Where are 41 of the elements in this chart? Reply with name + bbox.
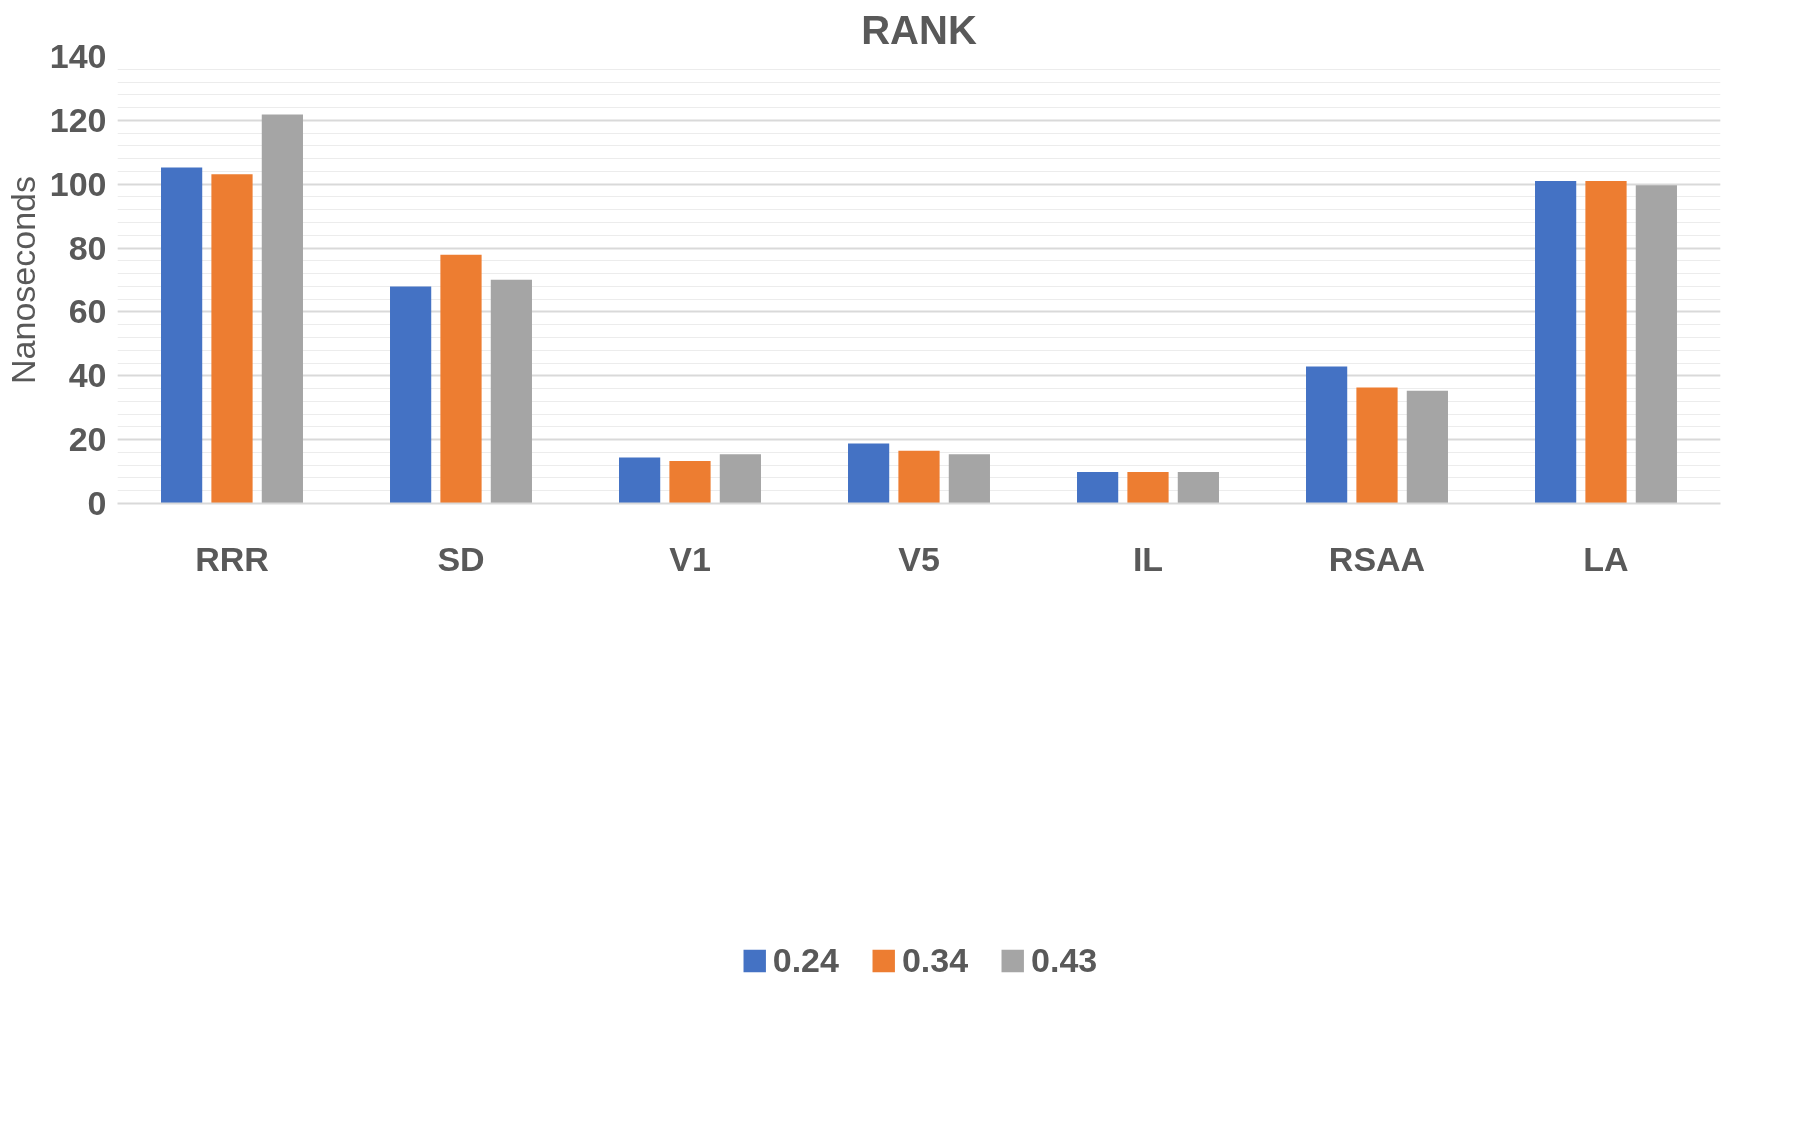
chart-title: RANK (861, 7, 977, 52)
bar (1356, 387, 1398, 504)
bar (390, 286, 432, 504)
bar (1077, 471, 1119, 504)
y-tick-label: 100 (49, 164, 107, 203)
x-tick-label: V5 (898, 539, 940, 578)
bar (719, 454, 761, 504)
x-tick-label: RRR (195, 539, 269, 578)
bar (440, 254, 482, 504)
y-tick-label: 0 (87, 484, 107, 522)
x-tick-label: V1 (669, 539, 711, 578)
legend-label: 0.43 (1031, 940, 1098, 980)
bar (1535, 181, 1577, 504)
bar (848, 443, 890, 504)
bar (1127, 471, 1169, 504)
y-tick-label: 140 (49, 37, 107, 75)
legend-label: 0.34 (901, 940, 969, 980)
bar (1406, 390, 1448, 504)
x-tick-label: SD (437, 539, 485, 578)
bar (1635, 185, 1677, 504)
bar (490, 279, 532, 504)
y-tick-label: 60 (68, 292, 107, 331)
x-tick-label: IL (1132, 539, 1164, 578)
bar (211, 174, 253, 504)
legend-label: 0.24 (772, 940, 839, 980)
x-tick-label: RSAA (1328, 539, 1426, 578)
y-tick-label: 80 (68, 228, 107, 267)
bar (669, 461, 711, 504)
y-tick-label: 120 (49, 100, 107, 139)
y-tick-label: 20 (68, 420, 107, 459)
bar (619, 457, 661, 504)
y-tick-label: 40 (68, 356, 107, 395)
bar (948, 454, 990, 504)
bar (1585, 181, 1627, 504)
bar (161, 167, 203, 504)
bar (1306, 366, 1348, 504)
bar (1177, 471, 1219, 504)
bar (898, 450, 940, 504)
bar (261, 114, 303, 504)
x-tick-label: LA (1583, 539, 1629, 578)
y-axis-title: Nanoseconds (3, 176, 42, 384)
